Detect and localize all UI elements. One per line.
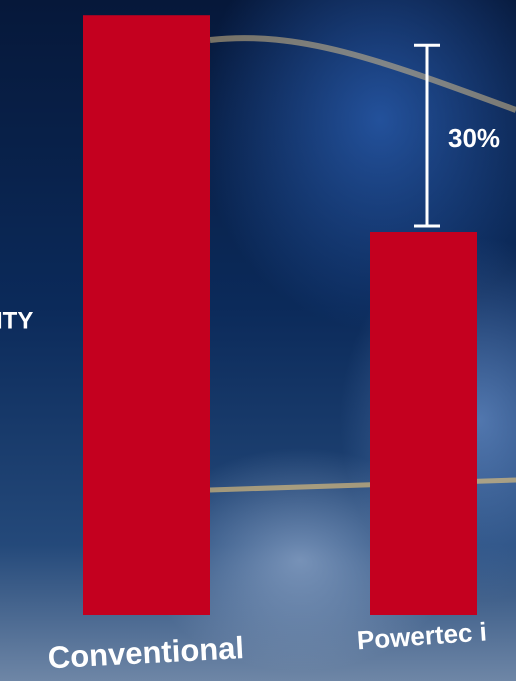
bar <box>370 232 477 615</box>
x-tick-label: Powertec i <box>356 616 488 655</box>
x-tick-label: Conventional <box>47 630 245 675</box>
light-streak <box>209 35 516 113</box>
y-axis-label: ITY <box>0 307 33 334</box>
bar <box>83 15 210 615</box>
difference-annotation: 30% <box>448 123 500 153</box>
